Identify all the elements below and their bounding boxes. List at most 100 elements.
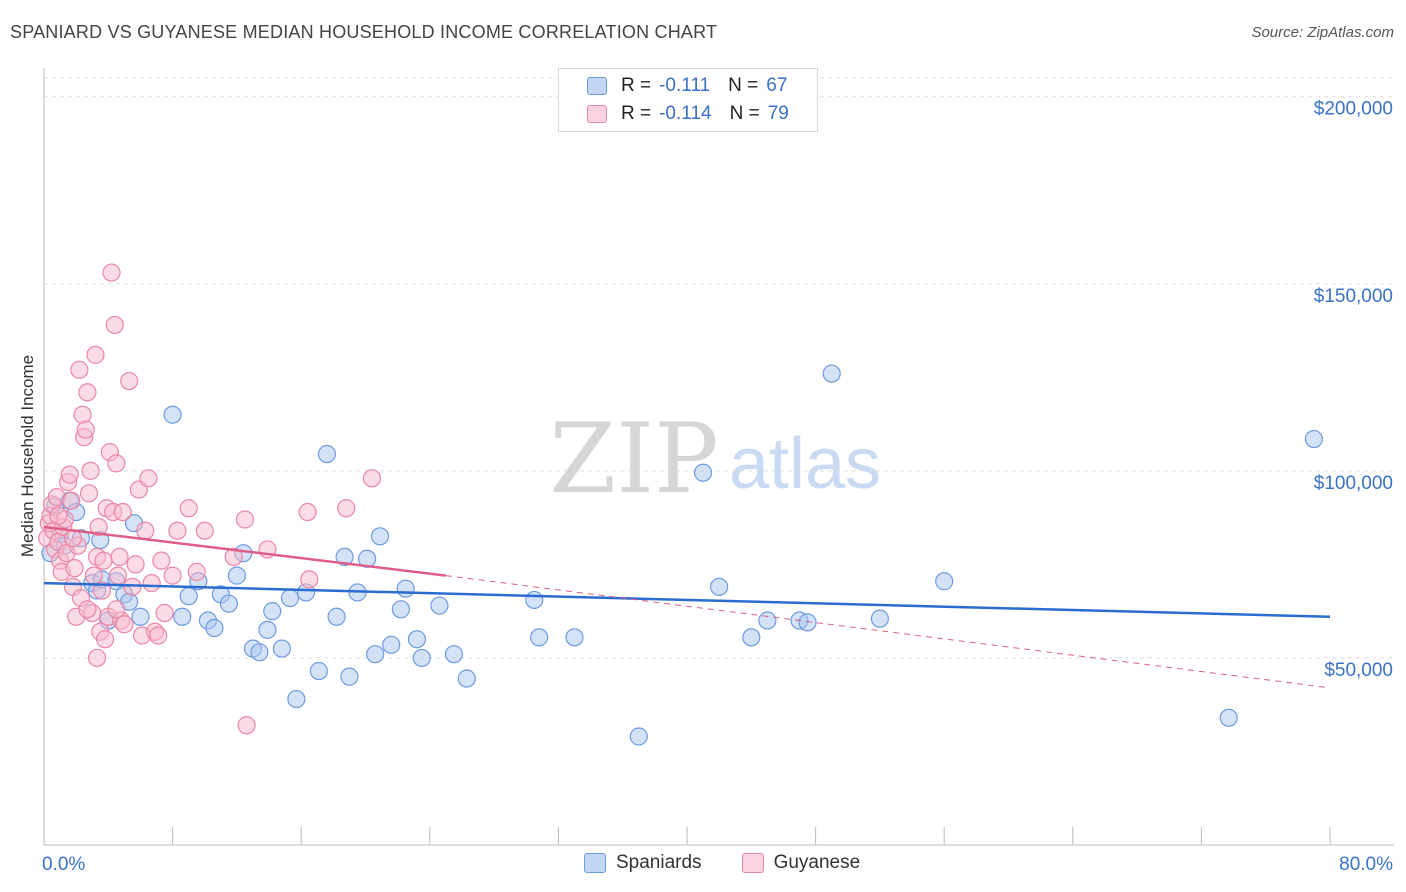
guyanese-point [105, 315, 124, 335]
spaniard-point [258, 620, 277, 639]
spaniard-point [179, 587, 198, 606]
legend-n-value: 67 [766, 75, 788, 96]
guyanese-point [107, 454, 126, 473]
guyanese-point [95, 630, 115, 649]
spaniard-point [530, 628, 549, 647]
guyanese-point [149, 626, 168, 645]
spaniard-point [407, 630, 427, 649]
y-tick-label: $200,000 [1314, 99, 1393, 120]
guyanese-point [62, 491, 81, 510]
guyanese-point [136, 521, 155, 540]
spaniard-point [280, 588, 300, 608]
guyanese-trend-extension [445, 575, 1331, 689]
guyanese-point [187, 562, 206, 581]
spaniard-point [317, 444, 337, 464]
guyanese-point [126, 555, 145, 574]
watermark-atlas: atlas [729, 424, 881, 504]
spaniard-point [798, 613, 817, 632]
spaniard-point [340, 667, 359, 686]
spaniard-point [287, 689, 306, 709]
guyanese-point [78, 600, 97, 619]
guyanese-point [78, 383, 97, 402]
guyanese-point [107, 600, 126, 619]
guyanese-point [102, 263, 121, 282]
spaniard-point [391, 600, 410, 619]
source-credit: Source: ZipAtlas.com [1251, 24, 1394, 41]
guyanese-point [60, 465, 79, 484]
spaniard-point [430, 596, 449, 615]
guyanese-legend-swatch [741, 853, 764, 873]
stats-legend: R = -0.111 N = 67 R = -0.114 N = 79 [558, 68, 818, 132]
spaniard-point [1219, 708, 1238, 727]
spaniard-point [525, 590, 544, 610]
spaniards-trend-line [43, 581, 1331, 619]
legend-n-label: N = [728, 75, 759, 96]
spaniard-point [131, 607, 150, 626]
legend-label-spaniards: Spaniards [616, 852, 702, 873]
guyanese-point [139, 469, 158, 488]
legend-item-guyanese[interactable]: Guyanese [741, 852, 860, 874]
legend-item-spaniards[interactable]: Spaniards [584, 852, 702, 874]
spaniard-point [370, 527, 390, 546]
guyanese-point [155, 603, 174, 623]
guyanese-trend-line [43, 525, 447, 577]
spaniards-legend-swatch [584, 853, 606, 873]
spaniard-point [263, 602, 282, 621]
guyanese-point [92, 581, 111, 600]
spaniard-point [327, 607, 346, 626]
spaniard-point [822, 364, 841, 383]
guyanese-point [123, 577, 142, 596]
y-tick-label: $100,000 [1314, 473, 1393, 494]
guyanese-point [115, 615, 134, 634]
spaniard-point [272, 639, 292, 658]
chart-title: SPANIARD VS GUYANESE MEDIAN HOUSEHOLD IN… [10, 22, 718, 42]
guyanese-point [168, 521, 187, 540]
guyanese-point [298, 502, 317, 522]
x-tick-label-max: 80.0% [1339, 854, 1393, 875]
spaniard-point [565, 628, 584, 647]
spaniard-point [870, 609, 890, 628]
legend-r-label: R = [621, 75, 652, 96]
spaniard-point [412, 648, 431, 668]
legend-n-label: N = [729, 103, 760, 124]
guyanese-point [113, 502, 132, 522]
spaniard-point [163, 405, 182, 424]
guyanese-swatch [587, 105, 607, 123]
guyanese-point [65, 559, 84, 578]
guyanese-point [110, 547, 129, 567]
guyanese-point [94, 551, 113, 570]
spaniard-point [1304, 429, 1324, 449]
guyanese-point [86, 345, 105, 364]
spaniard-point [205, 618, 224, 638]
guyanese-point [89, 517, 108, 537]
guyanese-point [49, 506, 68, 525]
guyanese-point [108, 566, 128, 585]
guyanese-point [87, 648, 107, 668]
spaniard-point [227, 566, 246, 585]
spaniard-point [173, 607, 192, 626]
guyanese-point [362, 469, 382, 488]
spaniard-point [382, 635, 401, 654]
legend-n-value: 79 [767, 103, 789, 124]
guyanese-point [120, 371, 139, 391]
guyanese-point [81, 461, 100, 480]
series-legend: Spaniards Guyanese [584, 852, 900, 874]
guyanese-point [70, 360, 89, 379]
spaniard-point [457, 669, 476, 688]
guyanese-point [163, 566, 182, 585]
guyanese-point [235, 510, 255, 529]
guyanese-point [224, 547, 243, 567]
guyanese-point [79, 484, 99, 503]
spaniard-point [396, 579, 415, 598]
legend-row-guyanese: R = -0.114 N = 79 [587, 101, 789, 127]
spaniard-point [693, 463, 713, 482]
watermark-zip: ZIP [549, 403, 718, 515]
guyanese-point [152, 551, 171, 570]
spaniard-point [444, 645, 464, 664]
guyanese-point [337, 499, 356, 518]
spaniard-point [742, 628, 761, 647]
y-tick-label: $150,000 [1314, 286, 1393, 307]
x-tick-label-min: 0.0% [42, 854, 85, 875]
spaniard-point [366, 645, 385, 664]
